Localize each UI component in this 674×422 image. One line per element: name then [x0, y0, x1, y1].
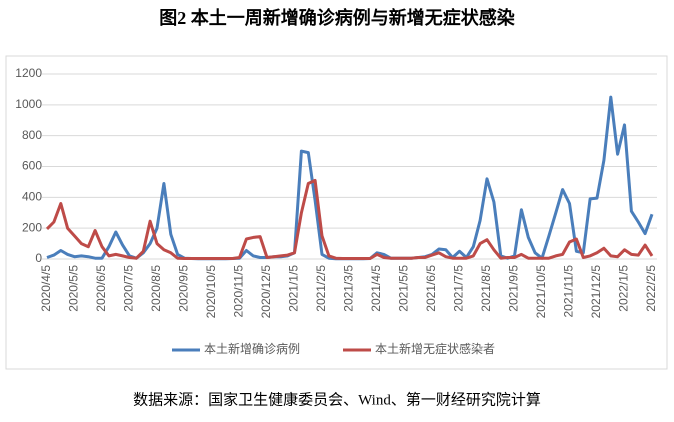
x-tick-label: 2021/4/5 [369, 265, 383, 312]
x-tick-label: 2020/5/5 [67, 265, 81, 312]
x-tick-label: 2021/10/5 [534, 265, 548, 319]
x-tick-label: 2020/9/5 [177, 265, 191, 312]
x-tick-label: 2021/2/5 [314, 265, 328, 312]
source: 数据来源：国家卫生健康委员会、Wind、第一财经研究院计算 [133, 390, 541, 408]
y-tick-label: 1000 [15, 97, 42, 111]
x-tick-label: 2021/7/5 [452, 265, 466, 312]
plot-border [5, 55, 668, 370]
x-tick-label: 2020/12/5 [259, 265, 273, 319]
legend-label: 本土新增无症状感染者 [375, 341, 495, 356]
y-tick-label: 0 [35, 251, 42, 265]
x-tick-label: 2021/8/5 [479, 265, 493, 312]
x-tick-label: 2021/9/5 [507, 265, 521, 312]
y-tick-label: 800 [22, 128, 42, 142]
x-tick-label: 2020/4/5 [39, 265, 53, 312]
x-tick-label: 2021/1/5 [287, 265, 301, 312]
y-tick-label: 1200 [15, 66, 42, 80]
x-tick-label: 2020/11/5 [232, 265, 246, 318]
x-tick-label: 2022/2/5 [644, 265, 658, 312]
x-tick-label: 2020/7/5 [122, 265, 136, 312]
y-tick-label: 600 [22, 159, 42, 173]
x-tick-label: 2021/5/5 [397, 265, 411, 312]
x-tick-label: 2020/8/5 [149, 265, 163, 312]
x-tick-label: 2020/6/5 [94, 265, 108, 312]
chart-title: 图2 本土一周新增确诊病例与新增无症状感染 [159, 7, 515, 28]
x-tick-label: 2022/1/5 [617, 265, 631, 312]
series-line [45, 178, 654, 260]
x-tick-label: 2021/11/5 [562, 265, 576, 318]
y-tick-label: 200 [22, 220, 42, 234]
x-tick-label: 2020/10/5 [204, 265, 218, 319]
x-tick-label: 2021/12/5 [589, 265, 603, 319]
legend-label: 本土新增确诊病例 [204, 341, 300, 356]
x-tick-label: 2021/3/5 [342, 265, 356, 312]
y-tick-label: 400 [22, 190, 42, 204]
series-line [46, 95, 654, 261]
x-tick-label: 2021/6/5 [424, 265, 438, 312]
